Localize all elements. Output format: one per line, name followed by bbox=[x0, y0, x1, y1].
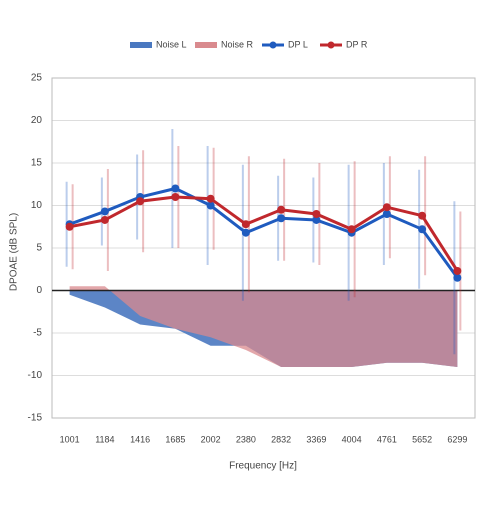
x-axis-label: Frequency [Hz] bbox=[229, 461, 297, 472]
y-tick-label: 25 bbox=[31, 73, 43, 84]
dp-line bbox=[69, 195, 459, 272]
legend-label: DP R bbox=[346, 39, 368, 49]
y-tick-label: 20 bbox=[31, 115, 43, 126]
y-tick-label: 15 bbox=[31, 158, 43, 169]
y-tick-label: -5 bbox=[33, 328, 42, 339]
dp-marker bbox=[312, 210, 321, 218]
dp-marker bbox=[206, 194, 215, 203]
dp-marker bbox=[277, 205, 286, 214]
plot-frame bbox=[51, 77, 476, 419]
x-tick-label: 6299 bbox=[447, 434, 467, 444]
dp-marker bbox=[453, 273, 462, 282]
dp-marker bbox=[171, 184, 180, 193]
x-tick-label: 2380 bbox=[236, 434, 256, 444]
dp-marker bbox=[382, 210, 391, 218]
legend-swatch bbox=[195, 42, 217, 48]
x-tick-label: 1416 bbox=[130, 434, 150, 444]
dp-marker bbox=[100, 215, 109, 224]
x-tick-label: 1685 bbox=[165, 434, 185, 444]
x-tick-label: 1001 bbox=[60, 434, 80, 444]
legend-label: Noise R bbox=[221, 39, 254, 49]
y-tick-label: 0 bbox=[36, 285, 42, 296]
dp-marker bbox=[136, 197, 145, 206]
x-tick-label: 2002 bbox=[201, 434, 221, 444]
y-tick-label: -15 bbox=[28, 413, 43, 424]
legend-swatch bbox=[269, 41, 277, 49]
x-tick-label: 5652 bbox=[412, 434, 432, 444]
y-tick-label: -10 bbox=[28, 370, 43, 381]
y-axis-label: DPOAE (dB SPL) bbox=[9, 213, 20, 291]
dp-marker bbox=[100, 207, 109, 216]
dp-marker bbox=[382, 203, 391, 212]
dp-marker bbox=[65, 222, 74, 231]
x-tick-label: 4004 bbox=[342, 434, 362, 444]
y-tick-label: 5 bbox=[36, 243, 42, 254]
dp-marker bbox=[312, 215, 321, 224]
dp-marker bbox=[418, 225, 427, 234]
dp-marker bbox=[241, 228, 250, 237]
legend-swatch bbox=[130, 42, 152, 48]
dp-marker bbox=[347, 225, 356, 234]
dp-marker bbox=[418, 211, 427, 220]
x-tick-label: 4761 bbox=[377, 434, 397, 444]
x-tick-label: 2832 bbox=[271, 434, 291, 444]
noise-area bbox=[69, 286, 458, 367]
dp-marker bbox=[171, 193, 180, 201]
dp-marker bbox=[206, 201, 215, 210]
legend-label: Noise L bbox=[156, 39, 187, 49]
legend-swatch bbox=[327, 41, 335, 49]
x-tick-label: 3369 bbox=[306, 434, 326, 444]
y-tick-label: 10 bbox=[31, 200, 43, 211]
dp-marker bbox=[277, 214, 286, 223]
x-tick-label: 1184 bbox=[95, 434, 114, 444]
dp-marker bbox=[241, 220, 250, 229]
dp-line bbox=[69, 186, 459, 279]
legend-label: DP L bbox=[288, 39, 308, 49]
dp-marker bbox=[453, 266, 462, 275]
